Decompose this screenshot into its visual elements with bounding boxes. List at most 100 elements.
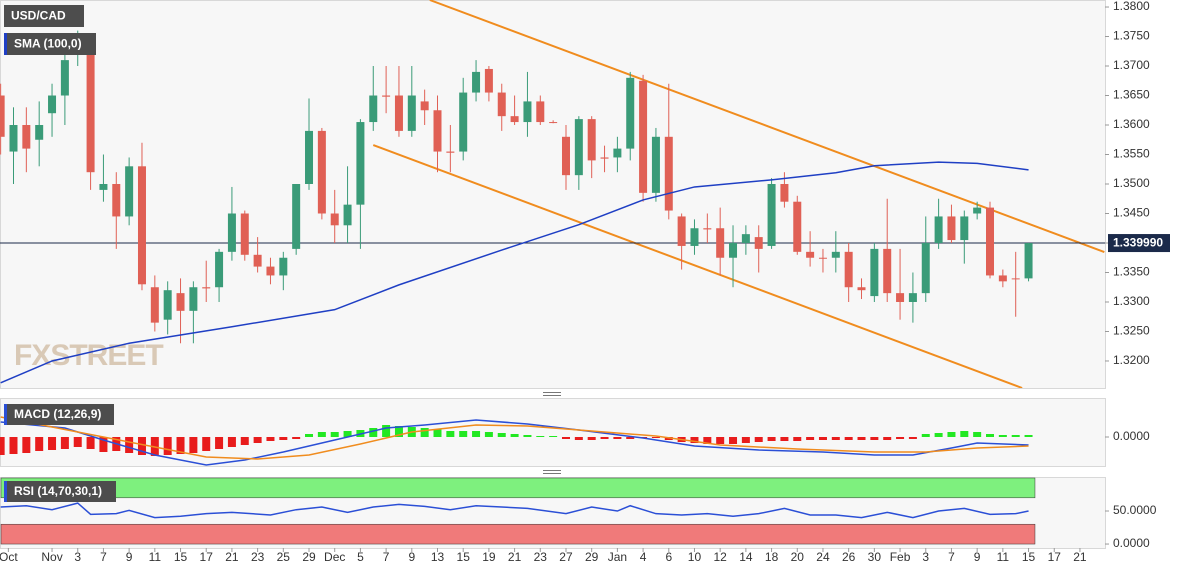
candle-body (780, 184, 789, 202)
candle-body (818, 257, 827, 259)
macd-bar (60, 437, 69, 449)
macd-bar (99, 437, 108, 452)
y-tick-label: 1.3350 (1113, 265, 1150, 279)
macd-bar (305, 434, 314, 437)
y-tick-label: 1.3800 (1113, 0, 1150, 13)
macd-bar (703, 437, 712, 444)
candle-body (420, 101, 429, 111)
x-tick-label: 5 (357, 550, 364, 564)
candle-body (125, 166, 134, 217)
x-tick-label: Jan (608, 550, 627, 564)
candle-body (86, 42, 95, 173)
candle-body (613, 148, 622, 158)
y-tick-label: 1.3500 (1113, 176, 1150, 190)
y-tick-label: 1.3600 (1113, 117, 1150, 131)
candle-body (202, 287, 211, 289)
macd-bar (163, 437, 172, 455)
candle-body (279, 257, 288, 276)
macd-bar (266, 437, 275, 441)
macd-bar (626, 437, 635, 439)
x-tick-label: 19 (482, 550, 496, 564)
macd-bar (317, 432, 326, 437)
x-tick-label: 20 (791, 550, 805, 564)
plot-layer: 1.32001.32501.33001.33501.34001.34501.35… (0, 0, 1170, 564)
macd-bar (561, 437, 570, 439)
macd-bar (73, 437, 82, 447)
legend-box (4, 5, 84, 27)
candle-body (60, 60, 69, 96)
macd-bar (227, 437, 236, 447)
candle-body (484, 68, 493, 93)
macd-bar (947, 432, 956, 437)
candle-body (407, 95, 416, 131)
macd-bar (857, 437, 866, 440)
candle-body (382, 95, 391, 97)
x-tick-label: 3 (922, 550, 929, 564)
candle-body (472, 71, 481, 93)
legend-box (4, 33, 96, 55)
candle-body (857, 287, 866, 291)
candle-body (137, 166, 146, 285)
candle-body (343, 204, 352, 226)
candle-body (639, 80, 648, 193)
x-tick-label: Feb (890, 550, 911, 564)
candle-body (600, 157, 609, 159)
candle-body (253, 254, 262, 267)
macd-line (0, 416, 1029, 460)
macd-bar (651, 437, 660, 438)
x-tick-label: 7 (383, 550, 390, 564)
candle-body (356, 122, 365, 205)
candle-body (163, 290, 172, 320)
legend-swatch (4, 481, 7, 502)
macd-bar (176, 437, 185, 454)
candle-body (292, 184, 301, 249)
candle-body (240, 213, 249, 255)
candle-body (574, 119, 583, 176)
macd-bar (960, 431, 969, 437)
candle-body (973, 207, 982, 214)
macd-bar (870, 437, 879, 440)
macd-bar (896, 437, 905, 439)
macd-bar (986, 434, 995, 437)
macd-bar (215, 437, 224, 449)
candle-body (35, 125, 44, 140)
macd-bar (883, 437, 892, 440)
candle-body (1024, 243, 1033, 279)
macd-bar (818, 437, 827, 440)
macd-bar (549, 436, 558, 437)
x-tick-label: 9 (974, 550, 981, 564)
legend-box (4, 404, 114, 425)
legend-swatch (4, 404, 7, 425)
candle-body (48, 95, 57, 114)
sma-line (0, 161, 1029, 384)
legend-box (4, 481, 116, 502)
macd-bar (613, 437, 622, 439)
macd-panel (0, 398, 1106, 467)
macd-bar (1011, 435, 1020, 437)
macd-bar (998, 435, 1007, 437)
macd-bar (497, 433, 506, 437)
x-tick-label: 9 (126, 550, 133, 564)
candle-body (587, 119, 596, 161)
candle-body (651, 136, 660, 193)
macd-bar (0, 437, 5, 455)
y-tick-label: 1.3550 (1113, 147, 1150, 161)
macd-bar (446, 431, 455, 437)
macd-bar (394, 426, 403, 437)
candle-body (150, 287, 159, 323)
x-tick-label: 15 (457, 550, 471, 564)
x-tick-label: 7 (948, 550, 955, 564)
candle-body (947, 216, 956, 241)
x-tick-label: 10 (688, 550, 702, 564)
candle-body (729, 242, 738, 258)
candle-body (459, 92, 468, 152)
macd-bar (86, 437, 95, 449)
candle-body (806, 251, 815, 258)
x-tick-label: 21 (508, 550, 522, 564)
y-tick-label: 1.3200 (1113, 353, 1150, 367)
x-tick-label: 26 (842, 550, 856, 564)
candle-body (9, 125, 18, 152)
macd-bar (279, 437, 288, 440)
x-tick-label: 17 (1048, 550, 1062, 564)
